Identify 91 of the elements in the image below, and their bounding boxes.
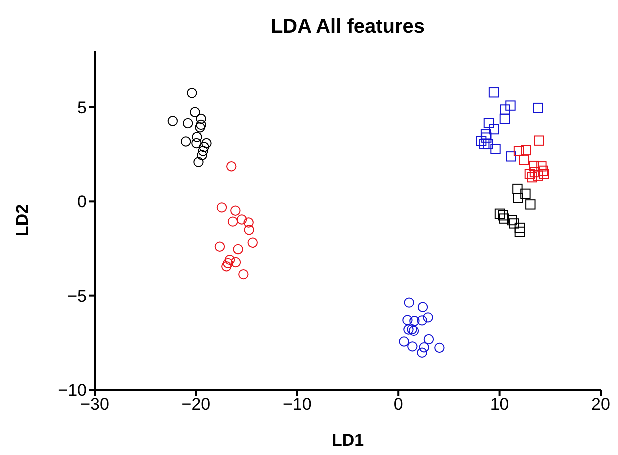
point [506,100,516,111]
point [519,154,530,166]
point [192,138,202,149]
point [476,136,487,146]
point [499,214,510,224]
point [527,172,538,183]
point [419,342,430,353]
point [248,238,258,248]
point [506,152,516,162]
point [199,142,210,152]
y-axis-title: LD2 [13,204,32,237]
point [533,102,544,114]
point [223,258,234,269]
point [500,114,510,124]
point [534,136,544,146]
point [195,122,206,133]
point [536,162,547,172]
y-tick-label: −5 [68,286,87,306]
point [521,145,532,156]
point [418,302,428,312]
point [507,215,518,226]
point [483,139,494,150]
point [538,166,548,176]
point [168,116,178,126]
point [533,170,544,181]
point [404,324,414,335]
point [488,88,500,98]
point [434,342,445,354]
point [236,214,248,225]
point [402,315,413,326]
point [417,348,428,358]
point [424,334,434,345]
point [514,222,526,234]
point [514,226,526,238]
point [524,169,536,180]
point [489,124,500,135]
point [494,208,506,220]
x-tick-label: 20 [592,395,610,414]
point [224,254,236,266]
x-axis-title: LD1 [332,431,364,450]
point [480,130,492,140]
point [480,139,490,150]
point [194,157,204,168]
point [399,336,410,347]
point [482,132,492,143]
point [197,150,208,160]
point [187,88,198,98]
point [498,210,508,221]
point [238,269,249,280]
x-tick-label: 0 [394,395,404,414]
point [529,160,540,172]
point [526,200,536,210]
y-tick-label: 5 [78,98,87,118]
point [196,114,206,124]
point [244,225,254,236]
x-tick-label: −10 [282,395,312,414]
point [500,104,510,115]
point [183,118,194,129]
point [404,298,414,308]
x-tick-label: 10 [490,395,510,414]
y-tick-label: 0 [78,192,87,212]
point [408,342,418,352]
point [228,216,238,227]
point [423,312,434,323]
point [222,262,232,272]
chart-title: LDA All features [270,16,426,39]
point [417,316,428,326]
point [214,242,226,252]
point [192,132,202,142]
point [509,218,520,229]
x-tick-label: −20 [182,395,211,414]
point [484,118,494,128]
point [226,162,237,172]
point [196,120,206,130]
point [230,206,241,216]
point [530,167,540,178]
point [512,184,523,194]
point [230,257,242,268]
point [202,138,212,149]
point [216,202,228,213]
point [490,144,501,154]
point [233,244,244,255]
point [514,146,524,156]
point [410,316,420,326]
point [190,107,200,118]
point [198,146,208,156]
point [244,218,254,228]
point [539,169,550,180]
point [513,193,524,204]
point [180,136,192,147]
point [520,188,531,200]
